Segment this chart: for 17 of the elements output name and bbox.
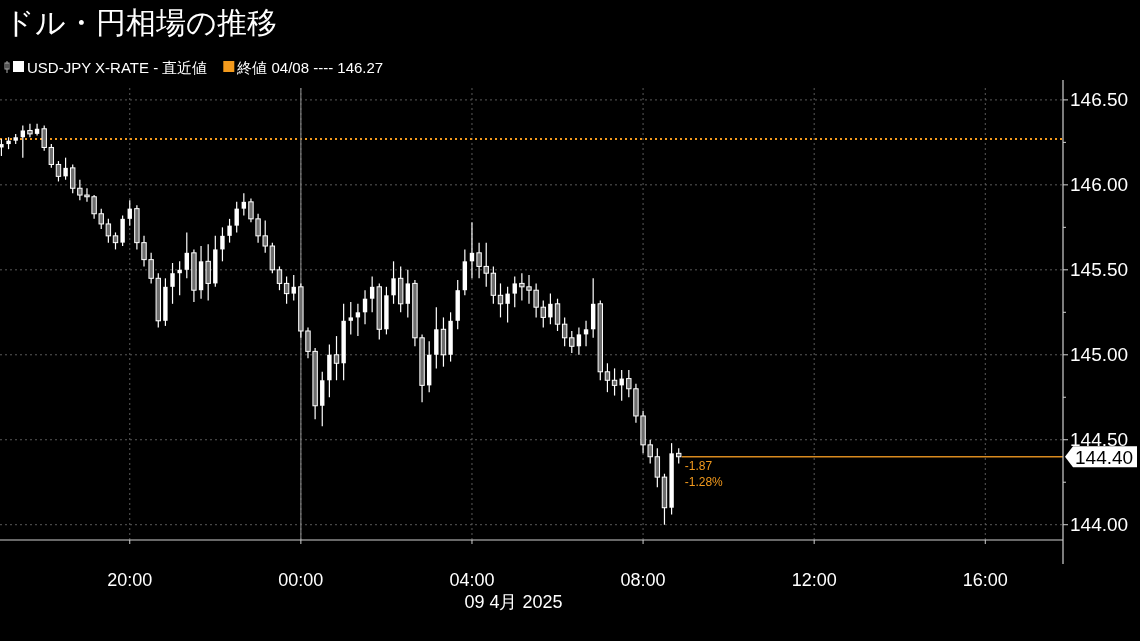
- y-tick-label: 146.00: [1070, 174, 1129, 196]
- legend-item: 終値 04/08 ---- 146.27: [223, 58, 384, 76]
- title: ドル・円相場の推移: [4, 6, 277, 39]
- legend-item: USD-JPY X-RATE - 直近値: [4, 58, 208, 76]
- x-tick-label: 08:00: [620, 570, 666, 590]
- x-tick-label: 12:00: [791, 570, 837, 590]
- x-tick-label: 20:00: [107, 570, 153, 590]
- x-tick-label: 16:00: [962, 570, 1008, 590]
- x-tick-label: 04:00: [449, 570, 495, 590]
- x-tick-label: 00:00: [278, 570, 324, 590]
- annotation: -1.87: [684, 458, 713, 473]
- y-tick-label: 144.00: [1070, 514, 1129, 536]
- y-tick-label: 146.50: [1070, 89, 1129, 111]
- y-tick-label: 145.00: [1070, 344, 1129, 366]
- xlabel: 09 4月 2025: [464, 592, 563, 612]
- annotation: -1.28%: [684, 474, 724, 489]
- y-tick-label: 145.50: [1070, 259, 1129, 281]
